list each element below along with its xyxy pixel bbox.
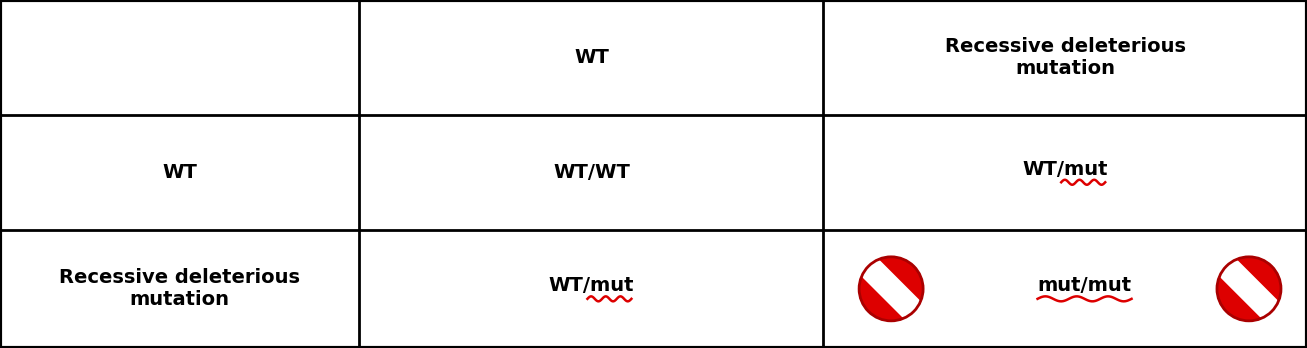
Text: mut/mut: mut/mut [1038, 276, 1132, 295]
Text: WT/mut: WT/mut [549, 276, 634, 295]
Circle shape [1217, 257, 1281, 321]
Text: Recessive deleterious
mutation: Recessive deleterious mutation [945, 37, 1185, 78]
Circle shape [859, 257, 923, 321]
Text: WT/WT: WT/WT [553, 163, 630, 182]
Text: Recessive deleterious
mutation: Recessive deleterious mutation [59, 268, 301, 309]
Text: WT/mut: WT/mut [1022, 160, 1108, 179]
Text: WT: WT [162, 163, 197, 182]
Text: WT: WT [574, 48, 609, 67]
